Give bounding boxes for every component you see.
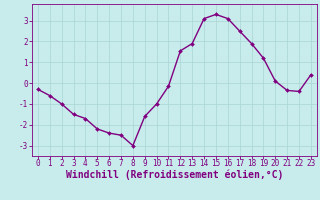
X-axis label: Windchill (Refroidissement éolien,°C): Windchill (Refroidissement éolien,°C) — [66, 170, 283, 180]
